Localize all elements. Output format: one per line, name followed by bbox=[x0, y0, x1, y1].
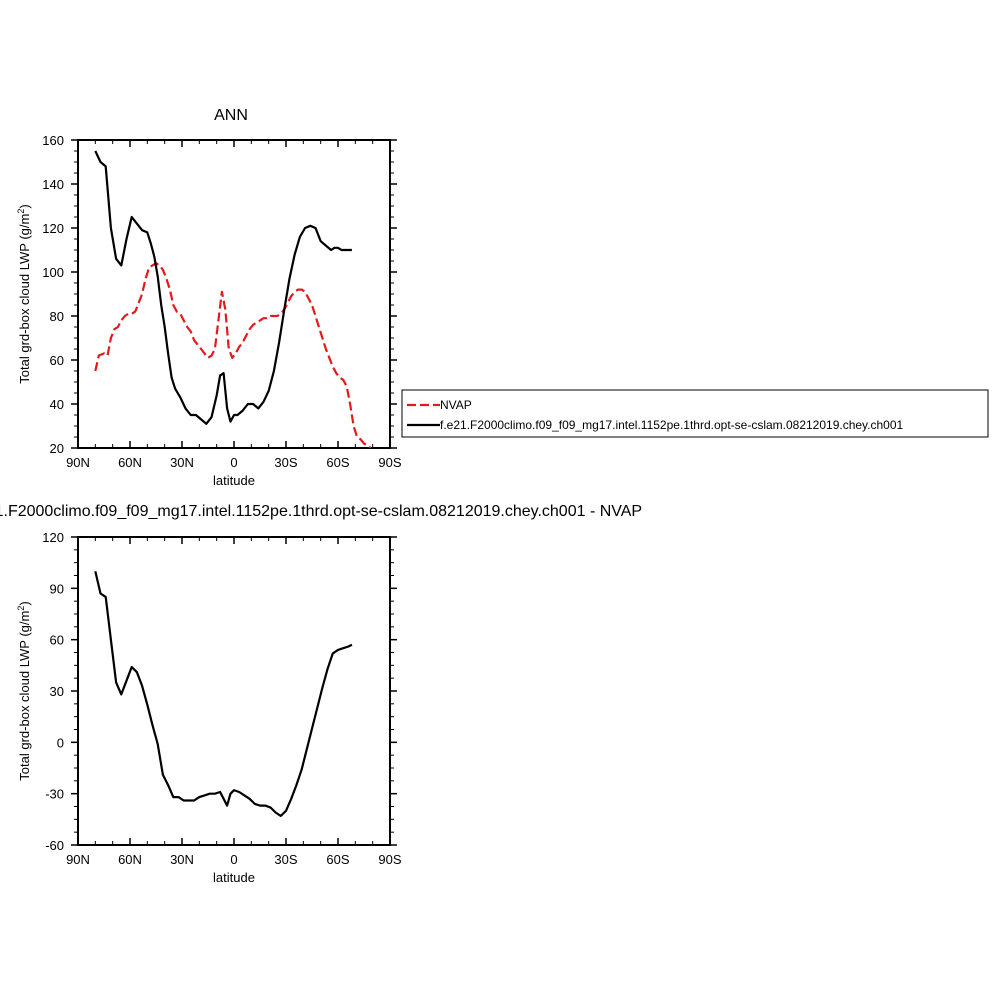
y-axis-label-main: Total grd-box cloud LWP (g/m bbox=[17, 611, 32, 781]
y-axis-label-superscript: 2 bbox=[16, 606, 26, 611]
y-tick-label: 80 bbox=[50, 309, 64, 324]
legend-box bbox=[401, 389, 989, 438]
x-tick-label: 90N bbox=[66, 852, 90, 867]
chart-title: ANN bbox=[214, 107, 248, 124]
y-tick-label: 160 bbox=[42, 133, 64, 148]
y-axis-label-close: ) bbox=[17, 204, 32, 208]
y-tick-label: 120 bbox=[42, 221, 64, 236]
y-tick-label: 20 bbox=[50, 441, 64, 456]
y-tick-label: 100 bbox=[42, 265, 64, 280]
y-tick-label: 30 bbox=[50, 684, 64, 699]
x-tick-label: 30S bbox=[274, 455, 297, 470]
x-tick-label: 60N bbox=[118, 852, 142, 867]
x-tick-label: 0 bbox=[230, 852, 237, 867]
y-tick-label: 90 bbox=[50, 581, 64, 596]
x-tick-label: 0 bbox=[230, 455, 237, 470]
y-tick-label: -30 bbox=[45, 787, 64, 802]
y-tick-label: -60 bbox=[45, 838, 64, 853]
chart-panel-1: ANN 90N 60N 30N 0 30S 60S 90S 20 40 60 80 100 120 140 1… bbox=[16, 107, 989, 488]
x-tick-label: 30N bbox=[170, 455, 194, 470]
y-axis-label-close: ) bbox=[17, 601, 32, 605]
legend-entry-nvap: NVAP bbox=[440, 398, 472, 412]
x-tick-label: 90S bbox=[378, 455, 401, 470]
x-axis-label: latitude bbox=[213, 473, 255, 488]
x-axis-label: latitude bbox=[213, 870, 255, 885]
y-axis-label: Total grd-box cloud LWP (g/m2) bbox=[16, 601, 32, 780]
legend-entry-model: f.e21.F2000climo.f09_f09_mg17.intel.1152… bbox=[440, 418, 904, 432]
x-tick-label: 60N bbox=[118, 455, 142, 470]
plot-frame bbox=[77, 536, 391, 846]
y-axis-label-superscript: 2 bbox=[16, 209, 26, 214]
series-line-nvap bbox=[94, 262, 372, 448]
plot-frame bbox=[77, 139, 391, 449]
y-tick-label: 140 bbox=[42, 177, 64, 192]
chart-panel-2: f.e21.F2000climo.f09_f09_mg17.intel.1152… bbox=[0, 503, 642, 885]
x-tick-label: 90S bbox=[378, 852, 401, 867]
series-line-difference bbox=[94, 570, 353, 818]
y-axis-label-main: Total grd-box cloud LWP (g/m bbox=[17, 214, 32, 384]
y-axis-label: Total grd-box cloud LWP (g/m2) bbox=[16, 204, 32, 383]
legend: NVAP f.e21.F2000climo.f09_f09_mg17.intel.… bbox=[401, 389, 989, 438]
x-tick-label: 30S bbox=[274, 852, 297, 867]
x-tick-label: 30N bbox=[170, 852, 194, 867]
x-tick-label: 60S bbox=[326, 455, 349, 470]
y-tick-label: 40 bbox=[50, 397, 64, 412]
y-tick-label: 60 bbox=[50, 633, 64, 648]
series-line-model bbox=[94, 150, 352, 425]
x-tick-label: 60S bbox=[326, 852, 349, 867]
x-tick-label: 90N bbox=[66, 455, 90, 470]
y-tick-label: 60 bbox=[50, 353, 64, 368]
chart-title: f.e21.F2000climo.f09_f09_mg17.intel.1152… bbox=[0, 503, 642, 520]
y-tick-label: 0 bbox=[57, 735, 64, 750]
y-tick-label: 120 bbox=[42, 530, 64, 545]
